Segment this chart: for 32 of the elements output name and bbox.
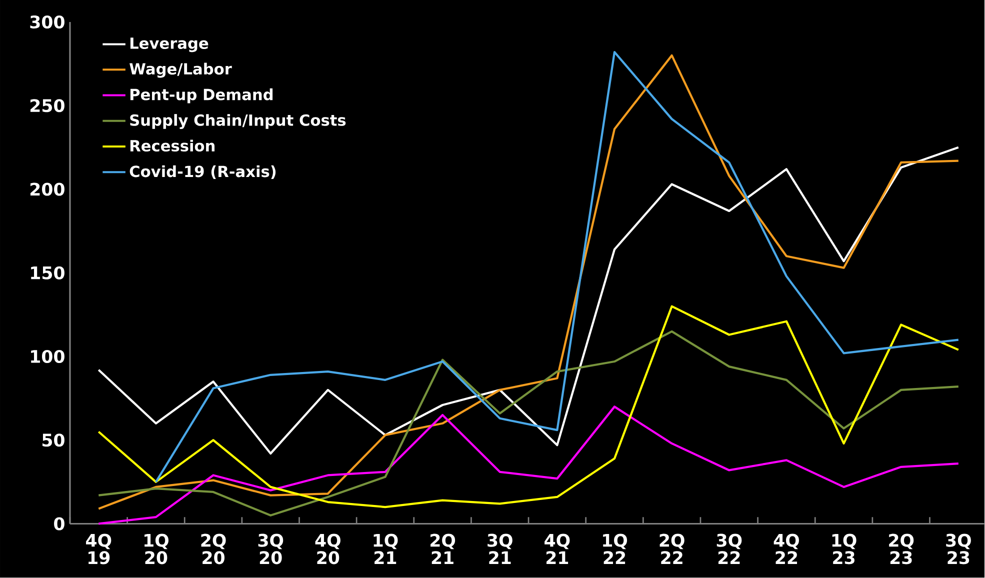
- legend-label: Supply Chain/Input Costs: [130, 114, 346, 130]
- x-tick-label: 3Q 23: [946, 534, 971, 564]
- legend-label: Pent-up Demand: [130, 88, 273, 104]
- legend-label: Leverage: [130, 38, 208, 52]
- x-tick-label: 1Q 22: [603, 534, 628, 564]
- y-tick-label: 0: [54, 517, 64, 530]
- x-tick-label: 3Q 22: [716, 534, 742, 564]
- legend-label: Covid-19 (R-axis): [130, 165, 276, 180]
- x-tick-label: 1Q 20: [144, 534, 168, 564]
- x-tick-label: 4Q 22: [774, 534, 799, 564]
- line-series: [98, 305, 960, 508]
- legend-label: Recession: [130, 140, 214, 152]
- x-tick-label: 2Q 22: [660, 534, 684, 564]
- x-tick-label: 2Q 23: [889, 534, 914, 564]
- line-series: [98, 330, 960, 517]
- x-tick-label: 2Q 20: [201, 534, 226, 564]
- legend-label: Wage/Labor: [130, 62, 232, 78]
- x-tick-label: 1Q 21: [374, 534, 398, 564]
- x-tick-label: 1Q 23: [832, 534, 856, 564]
- y-tick-label: 200: [30, 182, 64, 196]
- y-tick-label: 100: [31, 350, 64, 364]
- x-tick-label: 4Q 21: [544, 534, 570, 564]
- x-tick-label: 2Q 21: [430, 534, 456, 564]
- x-tick-label: 3Q 20: [258, 534, 284, 564]
- x-tick-label: 4Q 19: [86, 534, 112, 564]
- line-series: [98, 406, 960, 525]
- y-tick-label: 300: [30, 16, 64, 29]
- x-tick-label: 4Q 20: [315, 534, 340, 564]
- y-tick-label: 150: [31, 266, 64, 280]
- x-tick-label: 3Q 21: [488, 534, 512, 564]
- y-tick-label: 250: [30, 99, 64, 112]
- y-tick-label: 50: [42, 434, 64, 447]
